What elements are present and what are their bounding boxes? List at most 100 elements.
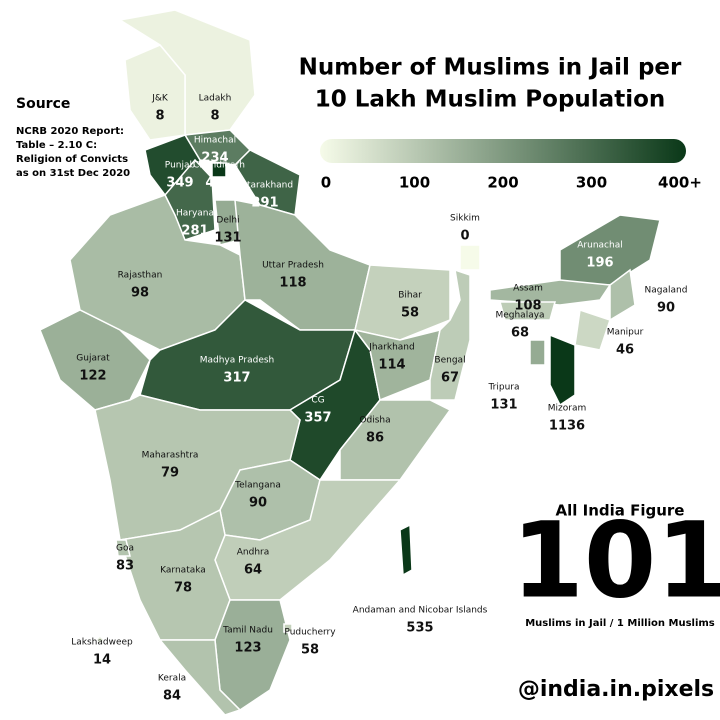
source-heading: Source (16, 96, 70, 112)
region (234, 149, 301, 216)
region-name: Goa (116, 544, 134, 554)
scale-tick-label: 0 (321, 174, 331, 192)
scale-tick-label: 400+ (658, 174, 702, 192)
region-value: 108 (514, 299, 541, 314)
region (94, 634, 106, 646)
region-value: 0 (460, 229, 469, 244)
region-name: Maharashtra (142, 451, 199, 461)
region-value: 98 (131, 286, 149, 301)
region-value: 196 (586, 256, 613, 271)
region-value: 131 (214, 231, 241, 246)
region-name: Telangana (234, 481, 281, 491)
region-value: 68 (511, 326, 529, 341)
region-value: 78 (174, 581, 192, 596)
region (39, 309, 151, 411)
region (489, 279, 612, 306)
title: Number of Muslims in Jail per (299, 55, 682, 81)
region-value: 535 (406, 621, 433, 636)
region (115, 539, 131, 557)
region-name: Manipur (607, 328, 644, 338)
region (158, 639, 242, 716)
region-name: Jharkhand (368, 343, 414, 353)
region-name: Arunachal (577, 241, 622, 251)
color-scale (320, 139, 686, 163)
region-name: Puducherry (284, 628, 336, 638)
region-name: Karnataka (160, 566, 206, 576)
region (609, 268, 636, 322)
region-name: Tamil Nadu (222, 626, 273, 636)
credit: @india.in.pixels (518, 677, 714, 702)
region (574, 309, 611, 351)
region-name: Delhi (216, 216, 239, 226)
region-name: Uttarakhand (237, 181, 293, 191)
region-name: Andhra (237, 548, 270, 558)
region-value: 8 (210, 109, 219, 124)
india-map: Ladakh 8 J&K 8 Himachal 234 Punjab 349Chandigar… (39, 9, 688, 716)
region-value: 84 (163, 689, 181, 704)
region-name: Punjab (165, 161, 196, 171)
region-value: 58 (401, 306, 419, 321)
region-name: CG (311, 396, 324, 406)
source-line: Religion of Convicts (16, 154, 128, 165)
region-name: Assam (513, 284, 543, 294)
all-india-caption: Muslims in Jail / 1 Million Muslims (525, 618, 715, 629)
region-value: 122 (79, 369, 106, 384)
region-value: 79 (161, 466, 179, 481)
region-value: 90 (249, 496, 267, 511)
region-value: 86 (366, 431, 384, 446)
region-value: 64 (244, 563, 262, 578)
title: 10 Lakh Muslim Population (315, 87, 666, 113)
region-name: Tripura (487, 383, 519, 393)
region-value: 1136 (549, 419, 585, 434)
region-name: Chandigarh (193, 161, 245, 171)
region (119, 508, 231, 641)
region-name: J&K (151, 94, 169, 104)
region-name: Meghalaya (495, 311, 544, 321)
region-value: 317 (223, 371, 250, 386)
region-value: 281 (181, 224, 208, 239)
region (211, 162, 227, 178)
scale-tick-label: 100 (399, 174, 430, 192)
region-value: 408 (205, 176, 232, 191)
region-name: Nagaland (645, 286, 688, 296)
region-name: Haryana (176, 209, 214, 219)
source-line: NCRB 2020 Report: (16, 126, 124, 137)
region-value: 349 (166, 176, 193, 191)
region-name: Himachal (194, 136, 236, 146)
region (459, 244, 481, 271)
region-value: 90 (657, 301, 675, 316)
region (499, 301, 556, 321)
scale-tick-label: 200 (487, 174, 518, 192)
region-value: 123 (234, 641, 261, 656)
region-value: 234 (201, 151, 228, 166)
region-name: Odisha (359, 416, 390, 426)
source-line: Table – 2.10 C: (16, 140, 97, 151)
region-value: 131 (490, 398, 517, 413)
region-value: 46 (616, 343, 634, 358)
source-line: as on 31st Dec 2020 (16, 168, 130, 179)
all-india-value: 101 (511, 499, 720, 621)
region-value: 83 (116, 559, 134, 574)
region-name: Uttar Pradesh (262, 261, 324, 271)
region-name: Sikkim (450, 214, 480, 224)
region (283, 623, 293, 633)
region-value: 118 (279, 276, 306, 291)
region-name: Mizoram (548, 404, 586, 414)
region-name: Kerala (158, 674, 186, 684)
region-value: 67 (441, 371, 459, 386)
region-value: 58 (301, 643, 319, 658)
region (354, 264, 451, 341)
region-name: Gujarat (76, 354, 110, 364)
region-value: 357 (304, 411, 331, 426)
region (399, 523, 413, 577)
region-name: Madhya Pradesh (200, 356, 275, 366)
region-value: 114 (378, 358, 405, 373)
region-value: 291 (251, 196, 278, 211)
scale-tick-label: 300 (576, 174, 607, 192)
region (529, 339, 546, 366)
region-name: Lakshadweep (71, 638, 133, 648)
region (549, 333, 576, 407)
region-value: 14 (93, 653, 111, 668)
region-name: Rajasthan (118, 271, 163, 281)
